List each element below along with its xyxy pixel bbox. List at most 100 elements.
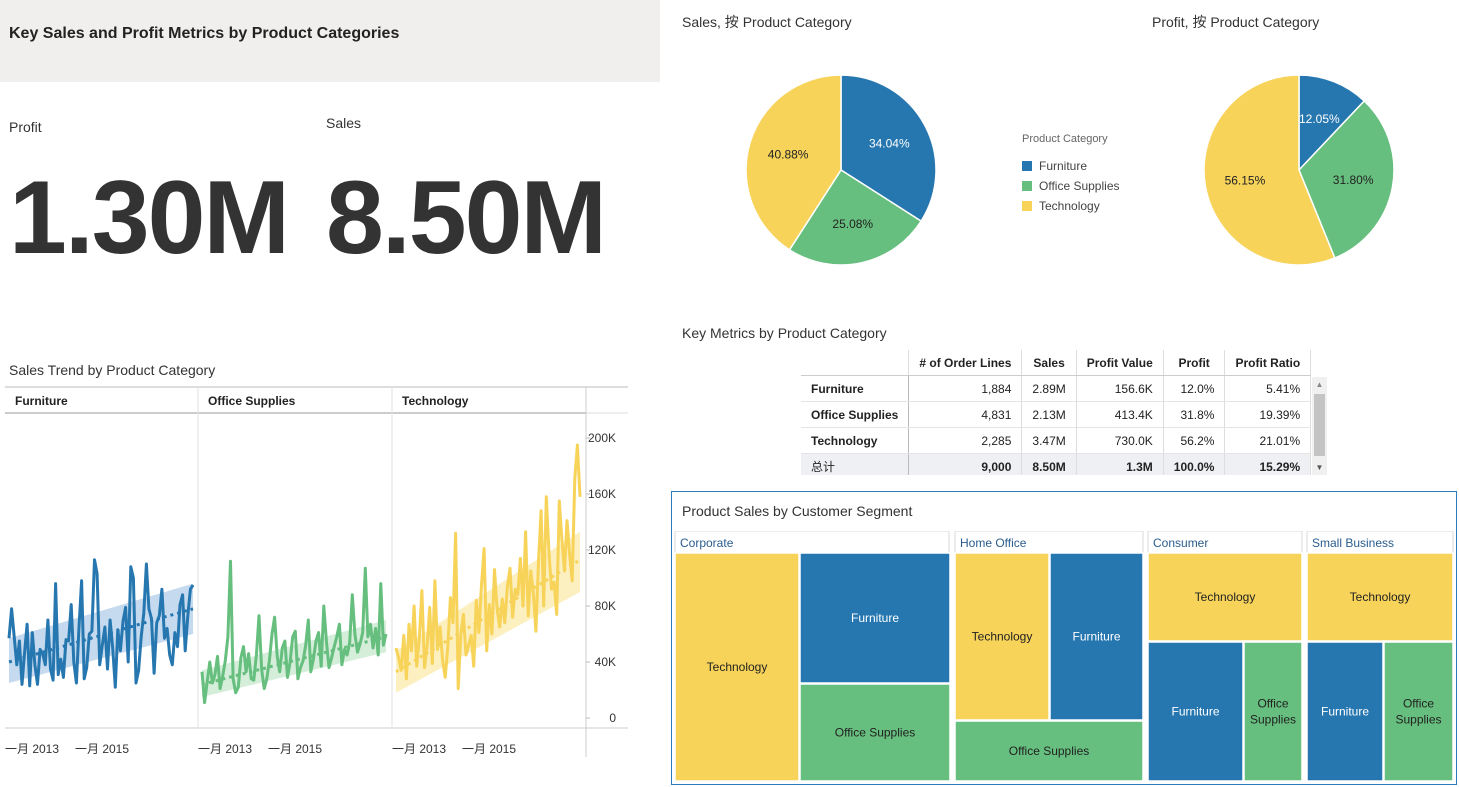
row-header: Technology bbox=[801, 427, 910, 454]
sales-pie-slice-label: 34.04% bbox=[869, 137, 910, 151]
treemap-cell-home-office-office-supplies[interactable] bbox=[954, 720, 1144, 782]
profit-pie-chart[interactable]: 12.05% 31.80% 56.15% bbox=[1202, 73, 1396, 267]
sales-line-furniture bbox=[7, 558, 195, 689]
treemap-cell-label: Office Supplies bbox=[835, 726, 916, 740]
trend-x-tick-label: 一月 2015 bbox=[462, 742, 516, 756]
row-header: Furniture bbox=[801, 375, 910, 402]
profit-pie-slice-label: 12.05% bbox=[1299, 112, 1340, 126]
table-cell: 5.41% bbox=[1224, 375, 1311, 402]
column-header-profit-ratio[interactable]: Profit Ratio bbox=[1224, 350, 1311, 376]
trend-panel-header: Technology bbox=[402, 394, 469, 408]
sales-pie-slice-label: 25.08% bbox=[832, 217, 873, 231]
treemap-cell-home-office-furniture[interactable] bbox=[1049, 552, 1144, 721]
treemap-cell-consumer-technology[interactable] bbox=[1147, 552, 1303, 642]
legend-swatch bbox=[1022, 181, 1032, 191]
profit-pie-slice-technology[interactable] bbox=[1203, 74, 1336, 266]
treemap-segment-label-corporate: Corporate bbox=[680, 536, 734, 550]
table-cell: 9,000 bbox=[908, 453, 1023, 475]
legend-swatch bbox=[1022, 201, 1032, 211]
trend-y-tick-label: 40K bbox=[595, 655, 616, 669]
trend-y-tick-label: 80K bbox=[595, 599, 616, 613]
treemap-cell-label: Technology bbox=[1350, 590, 1411, 604]
legend-title: Product Category bbox=[1022, 133, 1108, 145]
treemap-cell-consumer-office-supplies[interactable] bbox=[1243, 641, 1303, 782]
profit-pie-slice-office-supplies[interactable] bbox=[1298, 99, 1395, 259]
treemap-cell-small-business-technology[interactable] bbox=[1306, 552, 1454, 642]
legend-label: Office Supplies bbox=[1039, 179, 1120, 193]
treemap-cell-label: Office Supplies bbox=[1009, 744, 1090, 758]
treemap-cell-small-business-furniture[interactable] bbox=[1306, 641, 1384, 782]
treemap-cell-label: Office Supplies bbox=[1395, 697, 1441, 727]
table-cell: 8.50M bbox=[1021, 453, 1077, 475]
trend-y-tick-label: 120K bbox=[588, 543, 616, 557]
table-cell: 156.6K bbox=[1076, 375, 1164, 402]
column-header-sales[interactable]: Sales bbox=[1021, 350, 1077, 376]
treemap-chart[interactable]: Corporate Technology Furniture Office Suppl… bbox=[674, 531, 1456, 783]
sales-line-office-supplies bbox=[200, 559, 388, 705]
table-row: Office Supplies 4,831 2.13M 413.4K 31.8%… bbox=[801, 401, 1311, 428]
dashboard-title: Key Sales and Profit Metrics by Product … bbox=[9, 25, 400, 42]
treemap-cell-label: Technology bbox=[972, 630, 1033, 644]
metrics-table-viewport: # of Order Lines Sales Profit Value Prof… bbox=[801, 350, 1311, 475]
legend-label: Technology bbox=[1039, 199, 1100, 213]
legend-item-furniture[interactable]: Furniture bbox=[1022, 156, 1120, 176]
treemap-cell-label: Furniture bbox=[1072, 630, 1120, 644]
scrollbar-thumb[interactable] bbox=[1314, 394, 1325, 456]
table-cell: 100.0% bbox=[1163, 453, 1226, 475]
treemap-container bbox=[671, 491, 1457, 785]
kpi-profit-label: Profit bbox=[9, 119, 42, 135]
trend-y-tick-label: 200K bbox=[588, 431, 616, 445]
sales-pie-slice-office-supplies[interactable] bbox=[788, 168, 923, 266]
treemap-cell-corporate-office-supplies[interactable] bbox=[799, 683, 951, 782]
dashboard-title-bar bbox=[0, 0, 660, 82]
treemap-cell-label: Technology bbox=[707, 660, 768, 674]
column-header-profit[interactable]: Profit bbox=[1163, 350, 1226, 376]
table-cell: 2.13M bbox=[1021, 401, 1077, 428]
table-cell: 2,285 bbox=[908, 427, 1023, 454]
column-header-profit-value[interactable]: Profit Value bbox=[1076, 350, 1164, 376]
treemap-segment-label-home-office: Home Office bbox=[960, 536, 1027, 550]
sales-pie-slice-label: 40.88% bbox=[768, 147, 809, 161]
profit-pie-slice-label: 56.15% bbox=[1225, 174, 1266, 188]
sales-pie-chart[interactable]: 34.04% 25.08% 40.88% bbox=[744, 73, 938, 267]
legend-item-office-supplies[interactable]: Office Supplies bbox=[1022, 176, 1120, 196]
table-cell: 3.47M bbox=[1021, 427, 1077, 454]
trend-x-tick-label: 一月 2013 bbox=[392, 742, 446, 756]
table-cell: 730.0K bbox=[1076, 427, 1164, 454]
trend-y-tick-label: 160K bbox=[588, 487, 616, 501]
treemap-cell-consumer-furniture[interactable] bbox=[1147, 641, 1244, 782]
table-cell: 2.89M bbox=[1021, 375, 1077, 402]
treemap-cell-label: Furniture bbox=[1321, 705, 1369, 719]
treemap-title: Product Sales by Customer Segment bbox=[682, 503, 913, 519]
row-header: 总计 bbox=[801, 453, 910, 475]
trend-panel-header: Furniture bbox=[15, 394, 68, 408]
treemap-cell-corporate-technology[interactable] bbox=[674, 552, 800, 782]
table-cell: 19.39% bbox=[1224, 401, 1311, 428]
table-cell: 31.8% bbox=[1163, 401, 1226, 428]
trend-panel-header: Office Supplies bbox=[208, 394, 296, 408]
treemap-cell-label: Technology bbox=[1195, 590, 1256, 604]
table-total-row: 总计 9,000 8.50M 1.3M 100.0% 15.29% bbox=[801, 453, 1311, 475]
sales-pie-title: Sales, 按 Product Category bbox=[682, 14, 852, 30]
treemap-cell-corporate-furniture[interactable] bbox=[799, 552, 951, 684]
treemap-cell-home-office-technology[interactable] bbox=[954, 552, 1050, 721]
profit-pie-title: Profit, 按 Product Category bbox=[1152, 14, 1320, 30]
table-cell: 15.29% bbox=[1224, 453, 1311, 475]
table-scrollbar[interactable]: ▲ ▼ bbox=[1312, 377, 1327, 475]
treemap-cell-small-business-office-supplies[interactable] bbox=[1383, 641, 1454, 782]
table-cell: 12.0% bbox=[1163, 375, 1226, 402]
table-cell: 21.01% bbox=[1224, 427, 1311, 454]
row-header: Office Supplies bbox=[801, 401, 910, 428]
legend-item-technology[interactable]: Technology bbox=[1022, 196, 1120, 216]
scroll-down-icon[interactable]: ▼ bbox=[1315, 463, 1324, 472]
category-legend: Furniture Office Supplies Technology bbox=[1022, 156, 1120, 216]
legend-label: Furniture bbox=[1039, 159, 1088, 173]
sales-pie-slice-technology[interactable] bbox=[745, 74, 842, 251]
metrics-table: # of Order Lines Sales Profit Value Prof… bbox=[801, 350, 1311, 475]
table-cell: 413.4K bbox=[1076, 401, 1164, 428]
scroll-up-icon[interactable]: ▲ bbox=[1315, 380, 1324, 389]
treemap-cell-label: Furniture bbox=[851, 611, 899, 625]
column-header-order-lines[interactable]: # of Order Lines bbox=[908, 350, 1023, 376]
profit-pie-slice-furniture[interactable] bbox=[1298, 74, 1366, 172]
sales-trend-chart[interactable]: Furniture 一月 2013 一月 2015 Office Supplies 一月… bbox=[0, 385, 640, 765]
